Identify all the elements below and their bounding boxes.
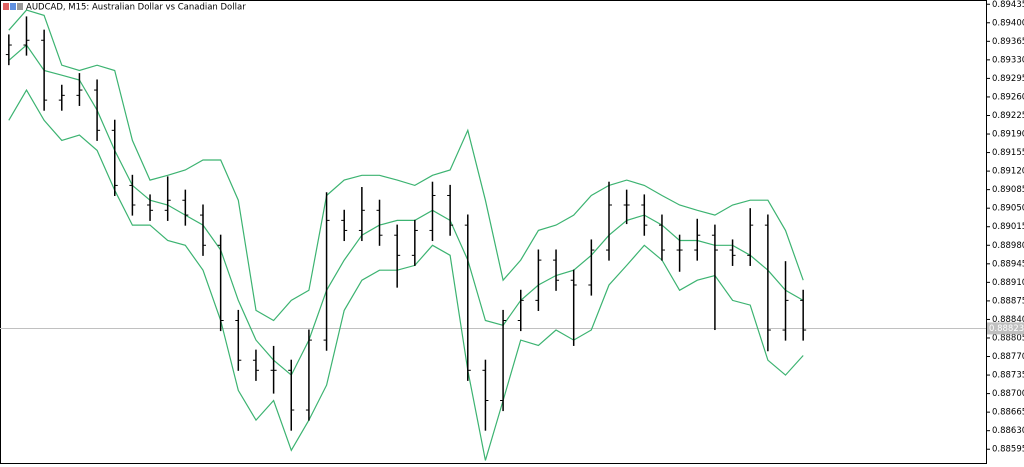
current-price-box — [987, 322, 1024, 335]
y-tick-label: 0.89050 — [992, 204, 1024, 214]
y-tick-label: 0.89400 — [992, 18, 1024, 28]
y-tick-label: 0.88770 — [992, 352, 1024, 362]
y-tick-label: 0.89015 — [992, 222, 1024, 232]
y-tick-label: 0.88595 — [992, 445, 1024, 455]
y-tick-label: 0.89085 — [992, 185, 1024, 195]
y-tick-label: 0.89295 — [992, 74, 1024, 84]
current-price-label: 0.88823 — [989, 324, 1024, 334]
y-tick-label: 0.89365 — [992, 37, 1024, 47]
chart-title: AUDCAD, M15: Australian Dollar vs Canadi… — [26, 3, 246, 13]
y-tick-label: 0.89190 — [992, 130, 1024, 140]
y-tick-label: 0.88910 — [992, 278, 1024, 288]
y-tick-label: 0.88630 — [992, 426, 1024, 436]
y-tick-label: 0.88805 — [992, 333, 1024, 343]
band-upper — [8, 9, 804, 322]
band-lower — [8, 88, 804, 461]
y-tick-label: 0.88945 — [992, 259, 1024, 269]
y-tick-label: 0.89435 — [992, 0, 1024, 10]
band-middle — [8, 44, 804, 377]
y-tick-label: 0.88840 — [992, 315, 1024, 325]
y-tick-label: 0.89225 — [992, 111, 1024, 121]
plot-area — [0, 0, 987, 464]
y-tick-label: 0.88700 — [992, 389, 1024, 399]
symbol-icon — [3, 3, 23, 10]
y-tick-label: 0.89330 — [992, 55, 1024, 65]
y-tick-label: 0.89260 — [992, 92, 1024, 102]
y-tick-label: 0.88665 — [992, 408, 1024, 418]
y-tick-label: 0.88875 — [992, 296, 1024, 306]
y-tick-label: 0.89155 — [992, 148, 1024, 158]
y-tick-label: 0.89120 — [992, 167, 1024, 177]
y-tick-label: 0.88980 — [992, 241, 1024, 251]
y-tick-label: 0.88735 — [992, 371, 1024, 381]
